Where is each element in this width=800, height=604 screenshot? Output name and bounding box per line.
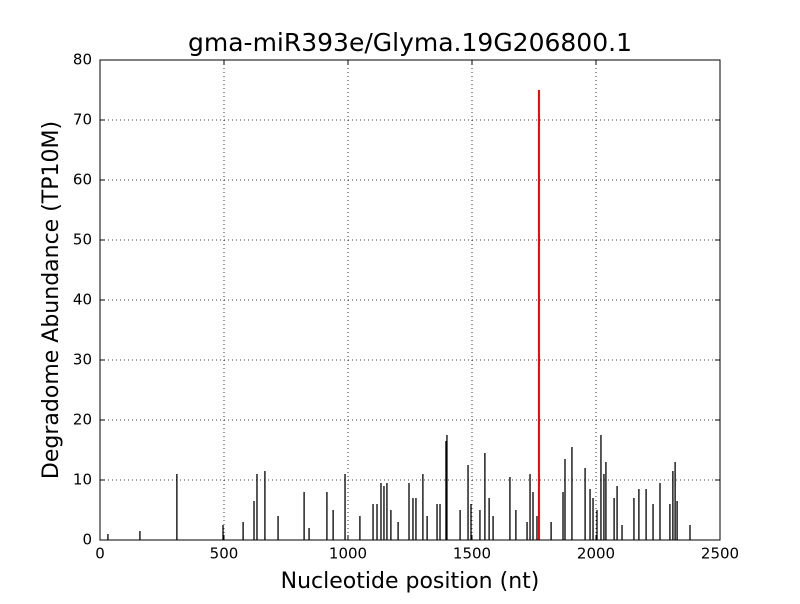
plot-area: 0 10 20 30 40 50 60 70 80 0 500 1000 1500 2000 2500: [73, 51, 739, 563]
y-tick-label: 20: [73, 411, 92, 429]
x-tick-label: 0: [95, 545, 105, 563]
y-tick-label: 0: [82, 531, 92, 549]
x-tick-label: 2500: [701, 545, 739, 563]
y-tick-label: 50: [73, 231, 92, 249]
y-tick-label: 60: [73, 171, 92, 189]
chart-title: gma-miR393e/Glyma.19G206800.1: [188, 28, 632, 57]
y-axis-label: Degradome Abundance (TP10M): [39, 121, 64, 479]
x-tick-label: 1500: [453, 545, 491, 563]
y-tick-label: 70: [73, 111, 92, 129]
x-axis-label: Nucleotide position (nt): [281, 569, 540, 594]
x-tick-label: 2000: [577, 545, 615, 563]
y-tick-label: 10: [73, 471, 92, 489]
x-tick-label: 1000: [329, 545, 367, 563]
plot-frame: [99, 59, 721, 541]
y-tick-label: 80: [73, 51, 92, 69]
y-tick-label: 40: [73, 291, 92, 309]
y-tick-label: 30: [73, 351, 92, 369]
x-tick-label: 500: [210, 545, 239, 563]
